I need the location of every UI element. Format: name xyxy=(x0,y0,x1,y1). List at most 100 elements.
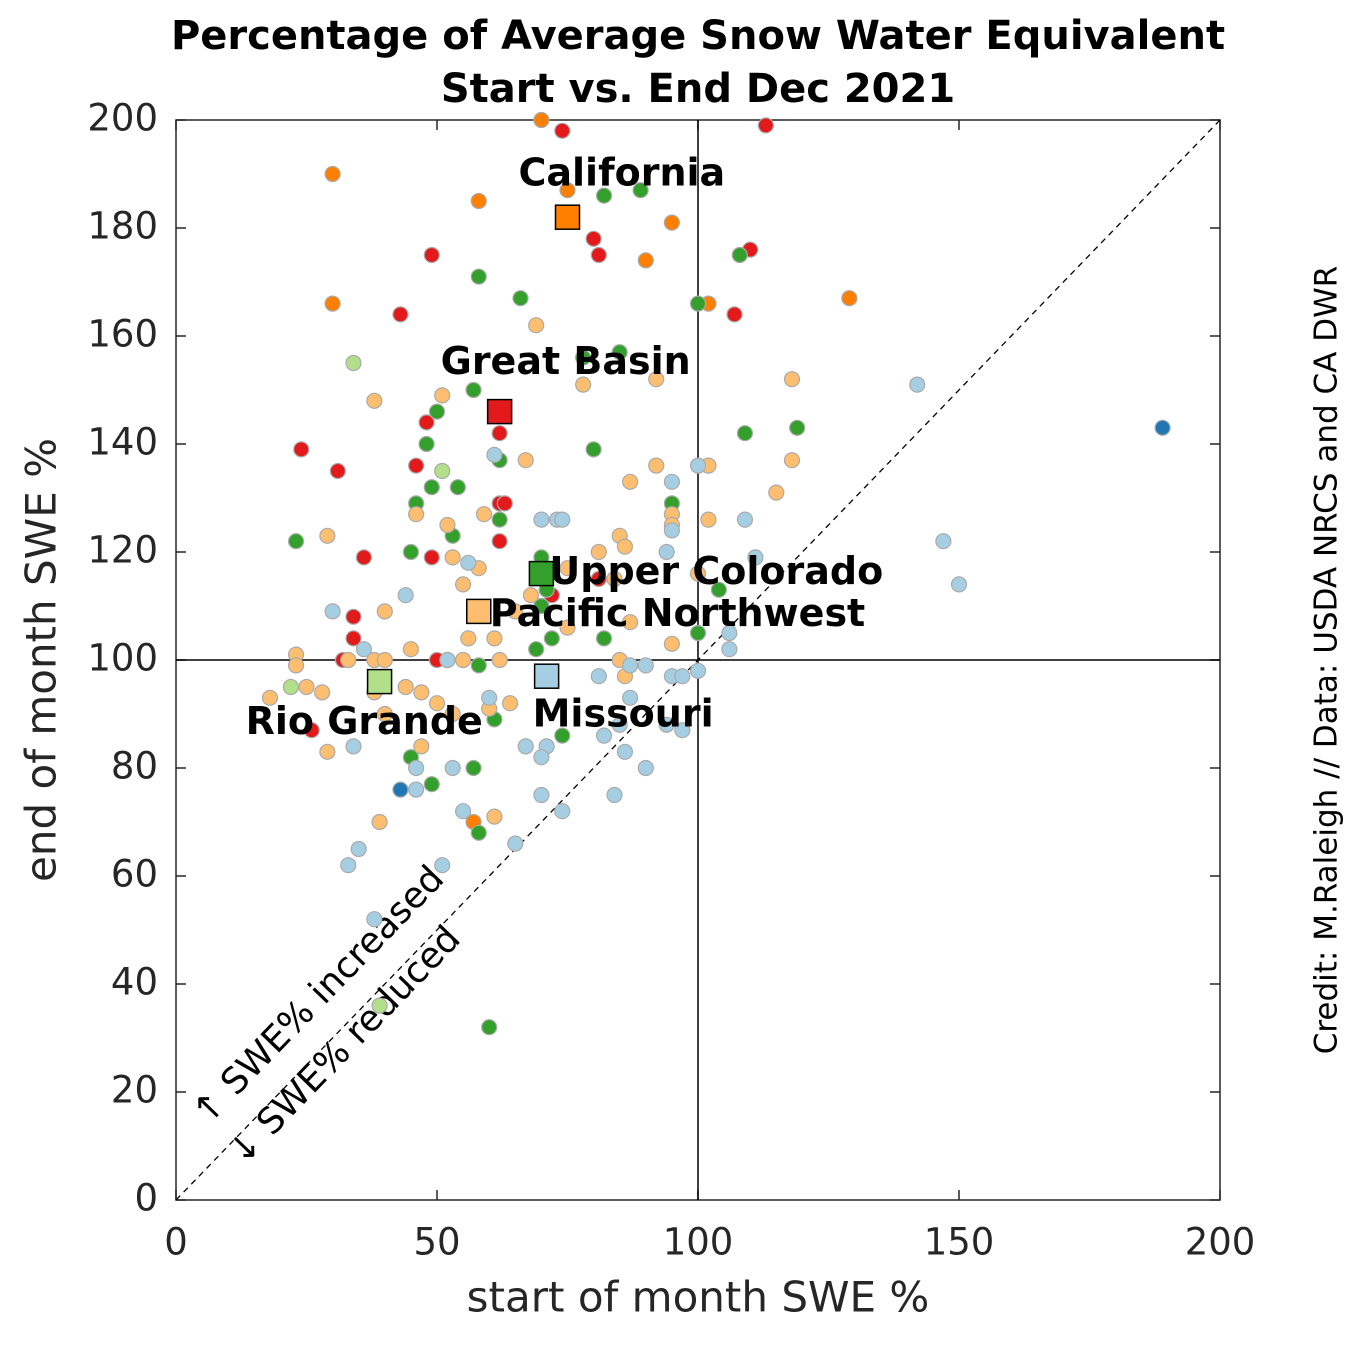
region-label: Pacific Northwest xyxy=(490,591,865,635)
point xyxy=(423,246,440,264)
point xyxy=(444,759,461,777)
point xyxy=(674,668,691,685)
point xyxy=(439,516,456,534)
point xyxy=(689,457,707,474)
point xyxy=(595,187,613,204)
point xyxy=(611,716,628,733)
point xyxy=(622,657,639,674)
y-tick-label: 80 xyxy=(111,745,158,788)
point xyxy=(319,527,336,544)
point xyxy=(475,506,493,523)
point xyxy=(575,349,592,366)
region-mean xyxy=(466,598,492,625)
point xyxy=(324,165,341,183)
point xyxy=(689,565,707,582)
point xyxy=(611,344,628,361)
point xyxy=(736,425,754,442)
point xyxy=(507,835,524,852)
point xyxy=(470,268,487,285)
y-tick-label: 200 xyxy=(87,97,158,140)
point xyxy=(517,452,534,469)
point xyxy=(423,776,440,793)
x-axis-label: start of month SWE % xyxy=(467,1273,930,1322)
point xyxy=(465,381,482,399)
point xyxy=(512,290,529,307)
point xyxy=(428,695,446,712)
point xyxy=(689,624,707,642)
point xyxy=(554,803,571,820)
point xyxy=(470,657,487,674)
point xyxy=(491,533,508,550)
point xyxy=(465,759,482,777)
x-tick-label: 100 xyxy=(663,1221,734,1264)
point xyxy=(663,473,681,490)
y-axis-label: end of month SWE % xyxy=(17,438,66,882)
point xyxy=(554,122,571,139)
point xyxy=(413,738,430,755)
point xyxy=(674,722,691,739)
point xyxy=(261,689,279,706)
region-mean xyxy=(533,663,560,689)
point xyxy=(721,641,738,658)
point xyxy=(731,246,748,264)
point xyxy=(501,695,519,712)
point xyxy=(1154,419,1171,436)
point xyxy=(371,813,388,831)
point xyxy=(366,392,383,409)
point xyxy=(460,554,477,571)
point xyxy=(622,473,639,490)
point xyxy=(376,603,393,620)
point xyxy=(439,651,456,669)
point xyxy=(595,630,613,647)
point xyxy=(402,641,419,658)
point xyxy=(345,738,362,755)
point xyxy=(486,446,503,463)
point xyxy=(428,403,446,420)
point xyxy=(444,705,461,723)
point xyxy=(481,689,498,706)
point xyxy=(486,630,503,647)
point xyxy=(408,506,425,523)
point xyxy=(298,678,315,696)
point xyxy=(590,570,607,588)
point xyxy=(470,192,487,210)
point xyxy=(783,452,801,469)
point xyxy=(935,533,952,550)
point xyxy=(559,182,576,199)
point xyxy=(434,387,451,404)
point xyxy=(622,689,639,706)
point xyxy=(434,462,451,480)
point xyxy=(637,252,654,269)
point xyxy=(533,111,550,129)
point xyxy=(559,619,576,636)
region-label: Rio Grande xyxy=(246,699,483,743)
point xyxy=(418,414,435,431)
point xyxy=(648,457,665,474)
point xyxy=(663,635,681,652)
diagonal-line xyxy=(175,119,1221,1201)
x-tick-label: 200 xyxy=(1185,1221,1256,1264)
point xyxy=(392,306,409,323)
y-tick-label: 40 xyxy=(111,961,158,1004)
point xyxy=(402,543,419,561)
region-mean xyxy=(486,398,513,425)
point xyxy=(324,295,341,312)
point xyxy=(434,857,451,874)
x-tick-label: 0 xyxy=(164,1221,188,1264)
point xyxy=(418,435,435,453)
point xyxy=(413,684,430,701)
point xyxy=(455,803,472,820)
point xyxy=(543,630,560,647)
point xyxy=(340,651,357,669)
point xyxy=(616,743,634,760)
point xyxy=(648,371,665,388)
chart-subtitle: Start vs. End Dec 2021 xyxy=(441,66,955,112)
point xyxy=(329,462,346,480)
region-label: Upper Colorado xyxy=(549,549,883,593)
point xyxy=(345,608,362,625)
point xyxy=(909,376,926,393)
point xyxy=(496,495,513,512)
point xyxy=(423,549,440,566)
point xyxy=(533,749,550,766)
